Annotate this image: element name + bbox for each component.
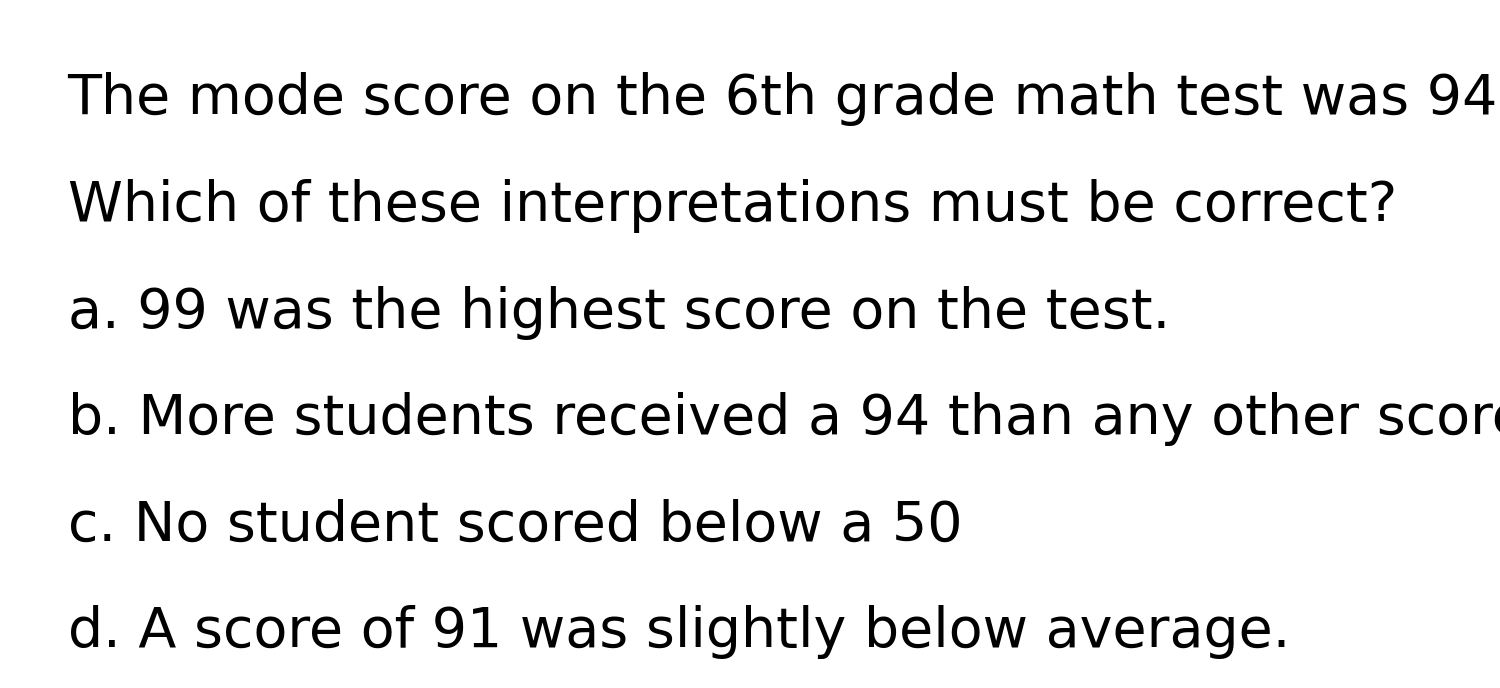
Text: a. 99 was the highest score on the test.: a. 99 was the highest score on the test. xyxy=(68,286,1170,339)
Text: d. A score of 91 was slightly below average.: d. A score of 91 was slightly below aver… xyxy=(68,605,1290,659)
Text: c. No student scored below a 50: c. No student scored below a 50 xyxy=(68,499,962,552)
Text: b. More students received a 94 than any other score: b. More students received a 94 than any … xyxy=(68,392,1500,446)
Text: The mode score on the 6th grade math test was 94!: The mode score on the 6th grade math tes… xyxy=(68,72,1500,126)
Text: Which of these interpretations must be correct?: Which of these interpretations must be c… xyxy=(68,179,1396,233)
